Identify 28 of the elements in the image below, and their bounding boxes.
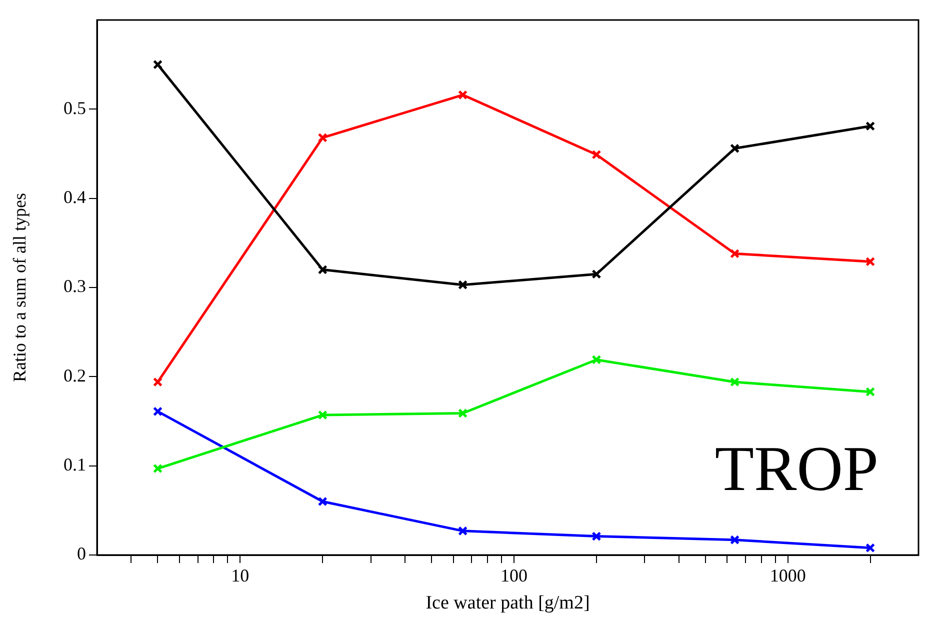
point <box>865 543 876 553</box>
point <box>865 387 876 397</box>
point <box>730 248 740 258</box>
point <box>318 496 328 506</box>
y-tick-label: 0.1 <box>64 454 86 475</box>
y-tick-label: 0.3 <box>64 276 86 296</box>
y-axis-title: Ratio to a sum of all types <box>10 193 30 382</box>
y-tick-label: 0.4 <box>64 187 86 208</box>
point <box>318 264 328 274</box>
point <box>730 144 740 154</box>
point <box>592 354 602 365</box>
point <box>318 410 328 420</box>
point <box>592 269 602 279</box>
point <box>865 256 876 266</box>
x-tick-label: 100 <box>500 566 528 586</box>
y-tick-label: 0.2 <box>64 365 86 386</box>
point <box>730 377 740 387</box>
y-tick-label: 0 <box>77 544 86 564</box>
annotation: TROP <box>714 433 878 504</box>
x-axis-title: Ice water path [g/m2] <box>426 592 590 614</box>
point <box>730 535 740 545</box>
point <box>865 121 876 131</box>
y-tick-label: 0.5 <box>64 98 86 118</box>
point <box>592 531 602 542</box>
x-tick-label: 1000 <box>770 566 806 586</box>
x-tick-label: 10 <box>231 566 250 586</box>
point <box>318 132 328 142</box>
point <box>592 150 602 160</box>
